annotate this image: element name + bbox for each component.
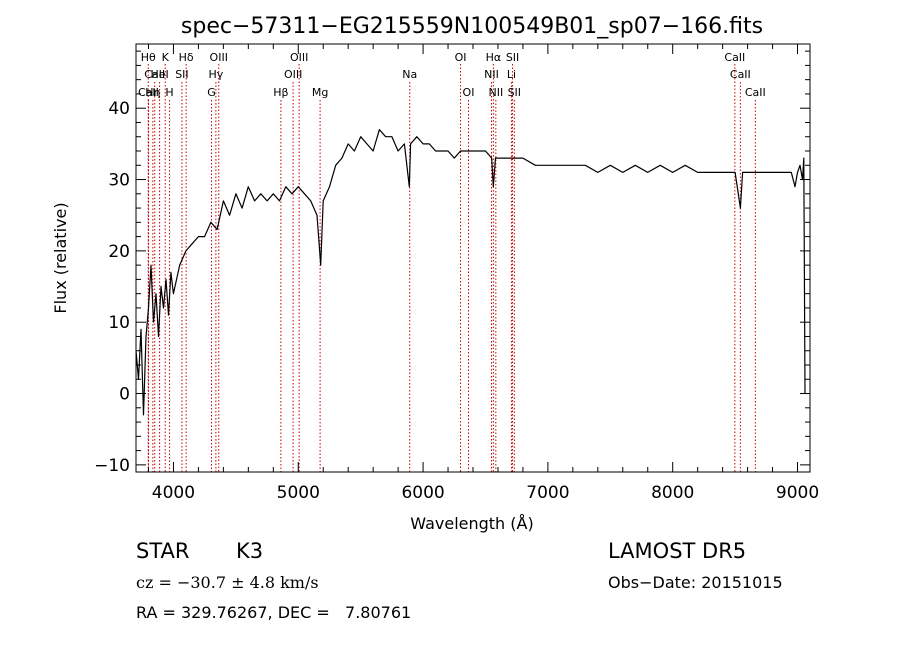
y-tick-label: 0	[119, 385, 130, 405]
spectrum-series-line	[135, 129, 806, 416]
y-axis-ticks: −10 0 10 20 30 40	[94, 50, 810, 476]
spectral-line-label: Hα	[486, 51, 502, 64]
spectral-line-label: Mg	[312, 86, 328, 99]
spectral-line-label: CaII	[724, 51, 745, 64]
x-tick-label: 8000	[651, 483, 694, 503]
observation-date: Obs−Date: 20151015	[608, 573, 783, 592]
spectral-line-label: Hβ	[273, 86, 288, 99]
y-tick-label: 20	[108, 242, 130, 262]
object-class: STAR	[136, 539, 190, 563]
spectral-line-label: OI	[455, 51, 467, 64]
spectral-line-markers	[147, 64, 756, 472]
spectral-line-label: OIII	[284, 68, 302, 81]
x-tick-label: 6000	[401, 483, 444, 503]
y-axis-label: Flux (relative)	[51, 202, 70, 313]
y-tick-label: −10	[94, 456, 130, 476]
y-tick-label: 30	[108, 171, 130, 191]
spectral-line-label: Hδ	[179, 51, 194, 64]
spectral-line-label: CaII	[745, 86, 766, 99]
survey-name: LAMOST DR5	[608, 539, 747, 563]
x-tick-label: 7000	[526, 483, 569, 503]
coordinates: RA = 329.76267, DEC = 7.80761	[136, 603, 412, 622]
object-subclass: K3	[236, 539, 264, 563]
x-tick-label: 9000	[776, 483, 819, 503]
spectral-line-label: CaII	[138, 86, 159, 99]
x-axis-ticks: 4000 5000 6000 7000 8000 9000	[147, 44, 819, 503]
plot-frame	[135, 43, 811, 473]
y-tick-label: 40	[108, 99, 130, 119]
x-tick-label: 5000	[277, 483, 320, 503]
y-tick-label: 10	[108, 313, 130, 333]
spectral-line-label: Hθ	[141, 51, 156, 64]
spectral-line-label: Li	[507, 68, 516, 81]
spectral-line-label: OIII	[290, 51, 308, 64]
spectral-line-label: OI	[463, 86, 475, 99]
spectral-line-label: H	[165, 86, 173, 99]
spectral-line-label: NII	[484, 68, 499, 81]
spectral-line-label: CaII	[144, 68, 165, 81]
spectral-line-label: G	[207, 86, 216, 99]
chart-title: spec−57311−EG215559N100549B01_sp07−166.f…	[181, 14, 763, 39]
spectral-line-label: HeI	[150, 68, 168, 81]
spectral-line-label: SII	[175, 68, 188, 81]
spectral-line-label: K	[162, 51, 170, 64]
x-tick-label: 4000	[152, 483, 195, 503]
spectral-line-label: NII	[488, 86, 503, 99]
redshift-velocity: cz = −30.7 ± 4.8 km/s	[136, 573, 319, 592]
spectral-line-label: OIII	[210, 51, 228, 64]
spectral-line-label: CaII	[730, 68, 751, 81]
spectral-line-label: Hη	[145, 86, 160, 99]
spectral-line-label: Na	[402, 68, 417, 81]
x-axis-label: Wavelength (Å)	[410, 514, 533, 533]
spectral-line-label: SII	[508, 86, 521, 99]
spectral-line-label: SII	[506, 51, 519, 64]
spectral-line-label: Hγ	[208, 68, 223, 81]
